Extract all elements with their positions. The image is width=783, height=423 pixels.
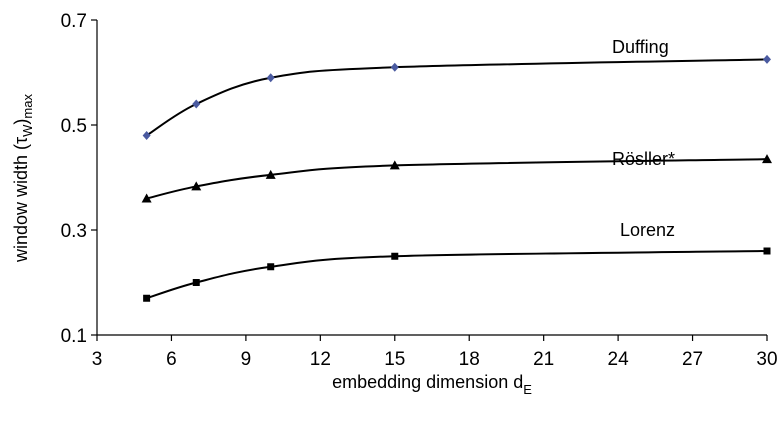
data-point-square [267,263,275,271]
data-point-triangle [141,193,152,203]
data-point-diamond [390,62,399,72]
data-point-square [143,294,151,302]
data-point-diamond [763,54,771,64]
series-name-label: Duffing [612,37,669,57]
series-name-label: Rösller* [612,149,675,169]
x-tick-label: 12 [310,349,331,370]
y-tick-label: 0.7 [61,11,87,32]
data-point-diamond [192,99,201,109]
data-point-triangle [762,154,772,164]
x-tick-label: 15 [384,349,405,370]
x-tick-label: 6 [166,349,177,370]
y-tick-label: 0.5 [61,116,87,137]
x-axis-title: embedding dimension dE [332,372,532,397]
ticks: 3 6 9 12 15 18 21 24 27 30 0.1 0.3 0.5 0.7 [61,11,778,370]
series-line [146,250,768,300]
data-point-square [192,279,200,286]
x-tick-label: 27 [682,349,703,370]
data-point-triangle [191,181,202,191]
data-point-square [391,252,399,260]
data-point-triangle [265,169,276,179]
x-tick-label: 3 [92,349,103,370]
series-labels: Duffing Rösller* Lorenz [612,37,675,240]
x-tick-label: 21 [533,349,554,370]
x-tick-label: 18 [459,349,480,370]
y-tick-label: 0.3 [61,221,87,242]
series-line [146,58,768,137]
series-name-label: Lorenz [620,220,675,240]
axes [96,20,767,336]
y-tick-label: 0.1 [61,326,87,347]
data-point-diamond [266,73,275,83]
x-tick-label: 24 [608,349,630,370]
series-markers [141,54,772,302]
y-axis-title: window width (τW)max [11,94,35,263]
x-tick-label: 30 [756,349,777,370]
data-point-square [763,247,771,255]
data-point-triangle [389,160,400,170]
series-lines [146,58,768,300]
data-point-diamond [142,131,151,140]
x-tick-label: 9 [241,349,252,370]
